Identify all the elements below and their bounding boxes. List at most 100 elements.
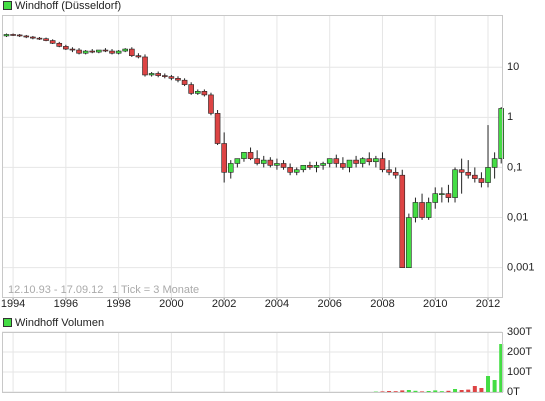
- candle-body: [129, 48, 135, 56]
- candle-body: [399, 174, 406, 268]
- volume-title: Windhoff Volumen: [15, 317, 104, 329]
- candle-body: [102, 49, 109, 52]
- candle-body: [485, 167, 491, 183]
- candle-body: [56, 42, 63, 47]
- candle-body: [155, 73, 162, 76]
- candle-body: [340, 163, 346, 168]
- candle-body: [142, 56, 148, 76]
- candle-body: [366, 158, 373, 163]
- candle-body: [181, 79, 188, 85]
- x-tick-label: 2012: [476, 298, 500, 310]
- candle-body: [69, 48, 76, 51]
- candle-body: [30, 36, 36, 39]
- candle-body: [188, 84, 194, 94]
- candle-body: [472, 174, 478, 179]
- candle-body: [254, 158, 260, 164]
- candle-body: [135, 55, 142, 58]
- candle-body: [287, 167, 293, 173]
- candle-body: [267, 159, 274, 166]
- volume-bar: [406, 390, 411, 392]
- candle-body: [214, 113, 221, 144]
- candle-body: [353, 159, 359, 164]
- candle-body: [10, 34, 16, 36]
- candle-body: [406, 217, 412, 268]
- candle-body: [63, 46, 69, 50]
- volume-bar: [413, 390, 418, 392]
- candle-body: [346, 159, 353, 168]
- x-tick-label: 1996: [54, 298, 78, 310]
- candle-body: [49, 40, 56, 44]
- legend-swatch: [3, 1, 12, 10]
- candle-body: [439, 193, 445, 195]
- volume-bar: [453, 389, 458, 392]
- candle-body: [161, 75, 168, 77]
- y-tick-label: 10: [507, 61, 519, 73]
- candle-body: [260, 159, 267, 164]
- candle-body: [115, 50, 122, 54]
- legend-swatch: [3, 318, 12, 327]
- tick-note: 1 Tick = 3 Monate: [112, 284, 199, 296]
- volume-bar: [479, 388, 484, 392]
- candle-body: [445, 193, 452, 198]
- x-tick-label: 2006: [317, 298, 341, 310]
- volume-bar: [393, 391, 398, 392]
- volume-bar: [400, 390, 405, 392]
- volume-bar: [433, 390, 438, 392]
- x-tick-label: 2000: [159, 298, 183, 310]
- candle-body: [458, 169, 465, 173]
- x-tick-label: 2010: [423, 298, 447, 310]
- x-tick-label: 1994: [1, 298, 25, 310]
- date-range: 12.10.93 - 17.09.12: [8, 284, 103, 296]
- candle-body: [313, 165, 320, 168]
- candle-body: [36, 37, 43, 40]
- candle-body: [3, 34, 10, 37]
- candle-body: [333, 158, 340, 164]
- candle-body: [478, 178, 485, 183]
- volume-frame: [2, 332, 503, 393]
- volume-bar: [459, 390, 464, 392]
- volume-bar: [380, 391, 385, 392]
- volume-bar: [472, 386, 477, 392]
- candle-body: [23, 35, 30, 38]
- y-tick-label: 100T: [507, 366, 532, 378]
- candle-body: [274, 163, 280, 166]
- candle-body: [293, 169, 300, 173]
- chart-title: Windhoff (Düsseldorf): [15, 0, 121, 12]
- candle-body: [16, 34, 23, 37]
- candle-body: [241, 152, 247, 159]
- plot-frame: [2, 15, 503, 298]
- volume-bar: [426, 391, 431, 392]
- candle-body: [280, 163, 287, 168]
- candle-body: [168, 76, 175, 79]
- candle-body: [82, 50, 89, 54]
- candle-body: [247, 152, 254, 159]
- candle-body: [452, 169, 458, 198]
- candle-body: [419, 202, 425, 218]
- candle-body: [201, 91, 208, 96]
- candle-body: [359, 158, 366, 164]
- volume-bar: [499, 344, 504, 392]
- y-tick-label: 0,001: [507, 262, 535, 274]
- candle-body: [392, 171, 399, 176]
- volume-bar: [466, 389, 471, 392]
- candle-body: [194, 91, 201, 94]
- y-tick-label: 0T: [507, 386, 520, 398]
- x-tick-label: 2002: [212, 298, 236, 310]
- candle-body: [425, 202, 432, 218]
- candle-body: [465, 171, 472, 176]
- candle-body: [373, 158, 379, 163]
- candle-body: [432, 193, 439, 203]
- candle-body: [148, 73, 155, 76]
- candle-body: [76, 49, 82, 54]
- y-tick-label: 300T: [507, 326, 532, 338]
- candle-body: [307, 165, 313, 168]
- candle-body: [43, 38, 49, 41]
- candle-body: [386, 169, 392, 173]
- candle-body: [221, 143, 227, 173]
- candle-body: [234, 158, 241, 164]
- candle-body: [412, 202, 419, 218]
- volume-bar: [387, 391, 392, 392]
- volume-bar: [486, 376, 491, 392]
- candle-body: [109, 50, 115, 54]
